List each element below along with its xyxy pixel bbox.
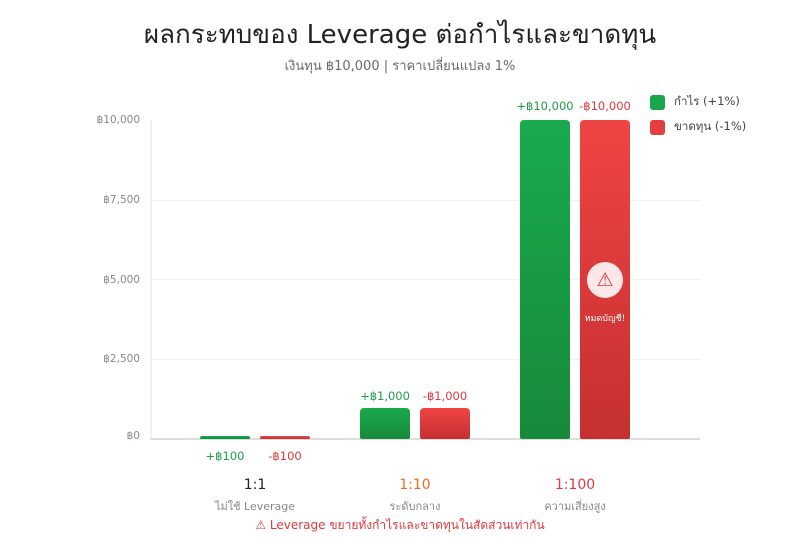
footnote-warning: ⚠ Leverage ขยายทั้งกำไรและขาดทุนในสัดส่ว… xyxy=(255,518,545,532)
value-label-profit: +฿10,000 xyxy=(516,99,574,113)
bar-loss-1-1[interactable] xyxy=(260,436,310,439)
value-label-loss: -฿100 xyxy=(268,449,302,463)
y-tick: ฿2,500 xyxy=(103,353,140,365)
legend: กำไร (+1%) ขาดทุน (-1%) xyxy=(650,94,746,144)
value-label-loss: -฿10,000 xyxy=(579,99,631,113)
value-label-profit: +฿100 xyxy=(205,449,245,463)
warning-glyph: ⚠ xyxy=(596,269,614,291)
category-description: ระดับกลาง xyxy=(389,500,441,513)
y-tick: ฿5,000 xyxy=(103,274,140,286)
bar-profit-1-1[interactable] xyxy=(200,436,250,439)
category-description: ไม่ใช้ Leverage xyxy=(214,500,296,513)
legend-item-profit[interactable]: กำไร (+1%) xyxy=(650,94,746,110)
chart-subtitle: เงินทุน ฿10,000 | ราคาเปลี่ยนแปลง 1% xyxy=(284,59,516,74)
legend-label: ขาดทุน (-1%) xyxy=(674,119,747,133)
category-ratio: 1:10 xyxy=(399,477,431,493)
loss-swatch-icon xyxy=(650,119,665,135)
y-axis xyxy=(150,120,152,440)
profit-swatch-icon xyxy=(650,94,665,110)
bar-profit-1-10[interactable] xyxy=(360,408,410,439)
bar-profit-1-100[interactable] xyxy=(520,120,570,439)
y-tick: ฿0 xyxy=(126,430,140,442)
category-ratio: 1:1 xyxy=(243,477,267,493)
legend-item-loss[interactable]: ขาดทุน (-1%) xyxy=(650,119,746,135)
value-label-loss: -฿1,000 xyxy=(422,389,468,403)
gridline xyxy=(152,200,700,201)
account-wiped-label: หมดบัญชี! xyxy=(584,314,626,324)
category-ratio: 1:100 xyxy=(554,477,596,493)
value-label-profit: +฿1,000 xyxy=(360,389,410,403)
gridline xyxy=(152,359,700,360)
chart-title: ผลกระทบของ Leverage ต่อกำไรและขาดทุน xyxy=(143,20,657,50)
warning-triangle-icon: ⚠ xyxy=(587,262,623,298)
y-tick: ฿10,000 xyxy=(96,114,140,126)
y-tick: ฿7,500 xyxy=(103,194,140,206)
x-axis xyxy=(150,438,700,440)
bar-loss-1-10[interactable] xyxy=(420,408,470,439)
gridline xyxy=(152,279,700,280)
category-description: ความเสี่ยงสูง xyxy=(544,500,606,513)
legend-label: กำไร (+1%) xyxy=(674,94,740,108)
